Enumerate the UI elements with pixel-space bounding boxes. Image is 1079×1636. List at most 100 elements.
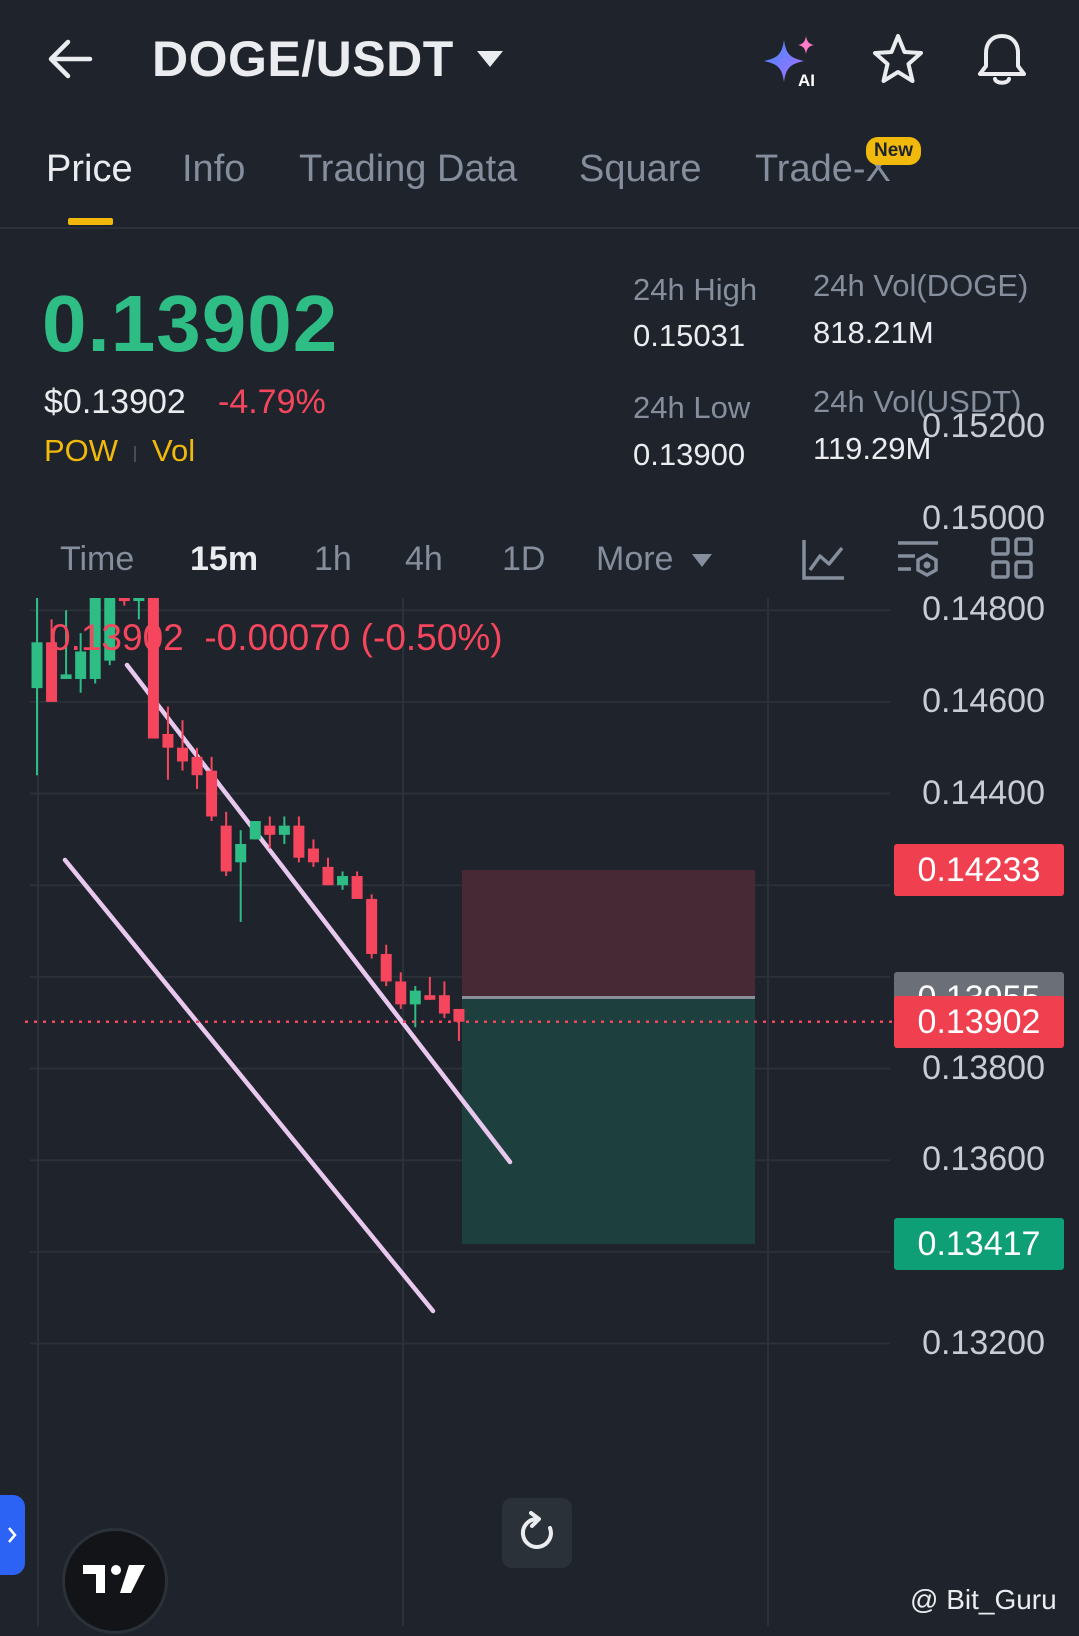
layout-grid-icon [991, 537, 1033, 579]
svg-text:AI: AI [798, 71, 815, 89]
tf-1d[interactable]: 1D [502, 540, 546, 578]
tag-vol[interactable]: Vol [152, 433, 196, 468]
bell-icon [978, 34, 1026, 85]
price-axis-label: 0.13600 [922, 1140, 1045, 1179]
tf-time[interactable]: Time [60, 540, 135, 578]
channel-lower-line [62, 857, 436, 1314]
candle-body [220, 825, 232, 872]
header-divider [0, 227, 1079, 229]
tf-more[interactable]: More [596, 540, 674, 578]
tab-price[interactable]: Price [46, 148, 133, 190]
candle-body [322, 866, 334, 886]
tradingview-icon [83, 1565, 145, 1593]
ai-sparkle-icon: AI [764, 36, 815, 90]
tf-15m[interactable]: 15m [190, 540, 259, 578]
candle-body [133, 598, 145, 602]
change-percent: -4.79% [218, 383, 326, 421]
candle-body [293, 825, 305, 858]
chart-ohlc-header: 0.13902 -0.00070 (-0.50%) [50, 617, 503, 659]
tf-1h[interactable]: 1h [314, 540, 352, 578]
chevron-down-icon [477, 51, 503, 67]
stop-loss-price-marker[interactable]: 0.14233 [894, 844, 1064, 897]
active-tab-indicator [68, 218, 113, 225]
candle-body [366, 898, 378, 954]
alert-button[interactable] [974, 30, 1030, 88]
candle-body [380, 953, 392, 982]
candle-body [177, 747, 188, 762]
candle-body [60, 674, 72, 679]
vol-doge-label: 24h Vol(DOGE) [813, 268, 1029, 303]
candle-body [424, 995, 436, 1000]
candle-body [307, 848, 319, 863]
candle-body [147, 598, 159, 739]
candle-body [162, 733, 174, 748]
candle-body [118, 598, 130, 602]
indicator-chart-icon [802, 540, 844, 580]
vol-doge-value: 818.21M [813, 315, 934, 350]
tag-divider [134, 446, 136, 462]
candle-body [249, 821, 261, 840]
candle-body [278, 825, 290, 835]
back-button[interactable] [42, 34, 102, 84]
favorite-button[interactable] [870, 32, 926, 88]
candle-body [235, 843, 247, 863]
low-label: 24h Low [633, 390, 751, 425]
chart-header-price: 0.13902 [50, 617, 184, 658]
candlestick-chart[interactable] [0, 598, 1079, 1626]
chevron-right-icon [8, 1527, 17, 1543]
price-axis-label: 0.15200 [922, 406, 1045, 445]
indicator-button[interactable] [800, 536, 846, 582]
usd-price: $0.13902 [44, 383, 186, 421]
current-price-marker: 0.13902 [894, 995, 1064, 1048]
candle-body [104, 598, 116, 661]
tag-pow[interactable]: POW [44, 433, 119, 468]
tab-square[interactable]: Square [579, 148, 702, 190]
drawing-panel-toggle[interactable] [0, 1495, 25, 1575]
star-icon [873, 34, 923, 83]
chart-header-change-pct: (-0.50%) [360, 617, 503, 658]
candle-body [206, 770, 218, 817]
candle-body [351, 876, 363, 899]
candle-body [264, 825, 276, 835]
high-value: 0.15031 [633, 318, 746, 353]
tf-4h[interactable]: 4h [405, 540, 443, 578]
new-badge: New [866, 137, 922, 165]
channel-upper-line [124, 662, 513, 1165]
price-axis-label: 0.14600 [922, 681, 1045, 720]
back-arrow-icon [48, 39, 93, 79]
candle-body [31, 642, 43, 689]
high-label: 24h High [633, 272, 758, 307]
candle-body [89, 598, 101, 679]
tab-trading-data[interactable]: Trading Data [299, 148, 518, 190]
price-axis-label: 0.13800 [922, 1048, 1045, 1087]
price-axis-label: 0.13200 [922, 1323, 1045, 1362]
watermark: @ Bit_Guru [910, 1584, 1057, 1615]
last-price: 0.13902 [42, 279, 339, 368]
chart-settings-button[interactable] [895, 536, 941, 582]
refresh-icon [520, 1511, 553, 1549]
price-axis-label: 0.15000 [922, 498, 1045, 537]
ai-button[interactable]: AI [762, 34, 822, 90]
pair-dropdown[interactable] [475, 48, 505, 73]
chart-settings-icon [898, 541, 938, 578]
vol-usdt-value: 119.29M [813, 431, 932, 466]
tab-info[interactable]: Info [182, 148, 246, 190]
tradingview-logo[interactable] [62, 1528, 168, 1634]
reset-chart-button[interactable] [502, 1498, 572, 1568]
candle-body [191, 756, 203, 776]
candle-body [337, 876, 349, 886]
more-chevron-icon [692, 554, 712, 567]
price-axis-label: 0.14800 [922, 590, 1045, 629]
price-axis-label: 0.14400 [922, 773, 1045, 812]
pair-title[interactable]: DOGE/USDT [152, 31, 454, 87]
layout-button[interactable] [990, 536, 1034, 580]
stop-loss-zone [462, 870, 755, 998]
take-profit-price-marker[interactable]: 0.13417 [894, 1218, 1064, 1271]
candle-body [75, 651, 87, 679]
candle-body [438, 995, 450, 1014]
take-profit-zone [462, 997, 755, 1245]
candle-body [409, 990, 421, 1005]
candle-body [453, 1008, 465, 1022]
chart-header-change: -0.00070 [204, 617, 351, 658]
candle-body [46, 642, 58, 702]
